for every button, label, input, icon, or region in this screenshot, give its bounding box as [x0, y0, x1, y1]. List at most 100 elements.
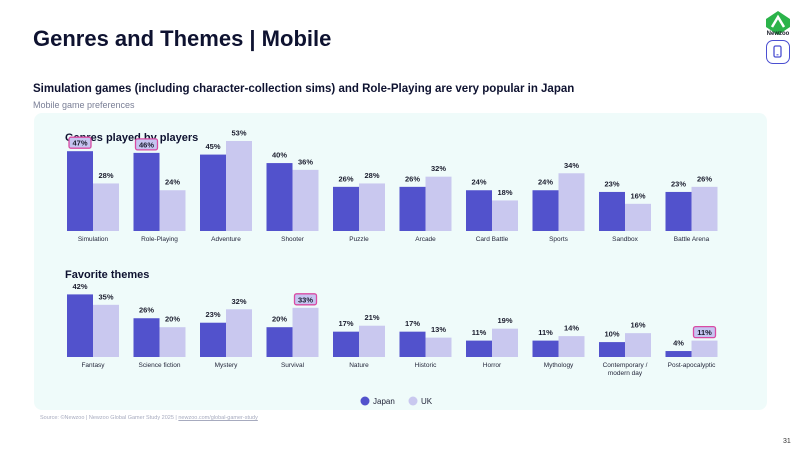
data-label: 24% [471, 178, 486, 187]
data-label: 53% [231, 129, 246, 138]
data-label: 47% [72, 139, 87, 148]
bar-uk [226, 141, 252, 231]
data-label: 45% [205, 142, 220, 151]
legend-label: Japan [373, 397, 395, 406]
data-label: 23% [604, 179, 619, 188]
bar-japan [466, 340, 492, 357]
data-label: 28% [364, 171, 379, 180]
bar-uk [292, 169, 319, 231]
legend-marker-uk [408, 396, 418, 406]
bar-uk [625, 333, 651, 357]
highlight-badge [692, 325, 717, 339]
category-label: Historic [415, 362, 437, 369]
bar-uk [292, 307, 319, 357]
highlight-badge [134, 138, 159, 151]
bar-japan [333, 186, 359, 231]
data-label: 20% [165, 315, 180, 324]
category-label: Horror [483, 362, 502, 369]
data-label: 32% [231, 297, 246, 306]
data-label: 42% [72, 282, 87, 291]
bar-uk [492, 200, 518, 231]
data-label: 13% [431, 325, 446, 334]
source-note: Source: ©Newzoo | Newzoo Global Gamer St… [40, 415, 258, 421]
bar-japan [67, 151, 93, 231]
data-label: 26% [338, 174, 353, 183]
data-label: 35% [98, 292, 113, 301]
category-label: Contemporary / [603, 362, 648, 369]
bar-japan [67, 294, 93, 357]
bar-uk [226, 309, 252, 357]
category-label: Adventure [211, 236, 241, 243]
bar-japan [200, 322, 226, 357]
chart-caption: Mobile game preferences [33, 100, 135, 110]
category-label: Arcade [415, 236, 436, 243]
legend-label: UK [421, 397, 433, 406]
category-label: Post-apocalyptic [668, 362, 716, 369]
bar-uk [359, 325, 385, 357]
data-label: 24% [538, 178, 553, 187]
category-label: Survival [281, 362, 305, 369]
bar-uk [558, 173, 585, 231]
bar-japan [599, 191, 625, 231]
bar-uk [93, 183, 119, 231]
category-label: Sandbox [612, 236, 638, 243]
bar-uk [159, 327, 186, 357]
category-label: Battle Arena [674, 236, 710, 243]
data-label: 26% [405, 174, 420, 183]
data-label: 33% [298, 295, 313, 304]
bar-japan [333, 331, 359, 357]
data-label: 17% [338, 319, 353, 328]
data-label: 17% [405, 319, 420, 328]
bar-japan [133, 318, 160, 357]
page-subtitle: Simulation games (including character-co… [33, 83, 575, 95]
category-label: modern day [608, 370, 643, 377]
data-label: 19% [497, 316, 512, 325]
category-label: Mythology [544, 362, 574, 369]
bar-uk [159, 190, 186, 231]
bar-japan [599, 342, 625, 357]
bar-japan [532, 340, 559, 357]
category-label: Sports [549, 236, 569, 243]
bar-japan [532, 190, 559, 231]
page-number: 31 [783, 438, 791, 445]
bar-uk [691, 340, 718, 357]
category-label: Puzzle [349, 236, 369, 243]
category-label: Mystery [215, 362, 239, 369]
category-label: Card Battle [476, 236, 509, 243]
bar-japan [399, 331, 426, 357]
mobile-device-icon[interactable] [766, 40, 790, 64]
data-label: 4% [673, 339, 684, 348]
category-label: Role-Playing [141, 236, 178, 243]
bar-uk [691, 186, 718, 231]
data-label: 28% [98, 171, 113, 180]
page-title: Genres and Themes | Mobile [33, 26, 332, 51]
data-label: 10% [604, 330, 619, 339]
bar-japan [200, 154, 226, 231]
bar-japan [399, 186, 426, 231]
source-prefix: Source: ©Newzoo | Newzoo Global Gamer St… [40, 415, 179, 421]
data-label: 11% [697, 328, 712, 337]
data-label: 40% [272, 151, 287, 160]
bar-japan [665, 191, 692, 231]
bar-uk [93, 304, 119, 357]
bar-japan [665, 351, 692, 357]
data-label: 14% [564, 324, 579, 333]
bar-japan [133, 152, 160, 231]
data-label: 32% [431, 164, 446, 173]
highlight-badge [293, 293, 318, 306]
bar-uk [558, 336, 585, 357]
bar-uk [425, 176, 452, 231]
source-link[interactable]: newzoo.com/global-gamer-study [178, 415, 258, 421]
data-label: 21% [364, 313, 379, 322]
data-label: 11% [472, 328, 487, 337]
bar-japan [466, 190, 492, 231]
bar-uk [425, 337, 452, 357]
data-label: 11% [538, 328, 553, 337]
bar-japan [266, 163, 293, 231]
category-label: Fantasy [81, 362, 105, 369]
data-label: 26% [139, 306, 154, 315]
data-label: 24% [165, 178, 180, 187]
chart-title: Favorite themes [65, 269, 149, 281]
highlight-badge [68, 136, 92, 149]
